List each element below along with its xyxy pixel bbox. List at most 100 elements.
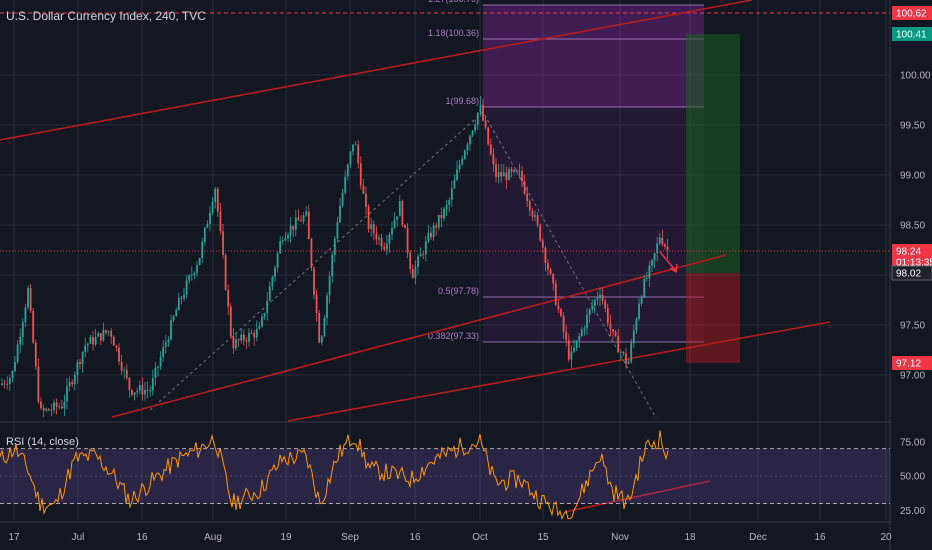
- candle-body: [497, 171, 500, 177]
- candle-body: [417, 256, 419, 267]
- drawing-overlays: [659, 251, 678, 274]
- candle-body: [443, 208, 445, 219]
- rsi-tick-label: 25.00: [900, 506, 925, 517]
- candle-body: [71, 382, 74, 385]
- candle-body: [450, 188, 453, 200]
- fib-level-label: 0.5(97.78): [438, 286, 479, 296]
- fib-level-label: 1.27(100.70): [428, 0, 479, 4]
- candle-body: [112, 336, 115, 346]
- candle-body: [37, 366, 40, 402]
- candle-body: [385, 243, 388, 250]
- candle-body: [458, 163, 461, 170]
- candle-body: [151, 378, 154, 391]
- time-tick-label: Oct: [472, 532, 488, 543]
- candle-body: [235, 339, 237, 349]
- candle-body: [310, 238, 313, 269]
- candle-body: [469, 135, 471, 145]
- time-tick-label: 17: [8, 532, 20, 543]
- candle-body: [211, 201, 214, 213]
- candle-body: [359, 163, 362, 186]
- candle-body: [508, 169, 510, 180]
- candle-body: [518, 170, 521, 172]
- candle-body: [206, 223, 209, 228]
- candle-body: [307, 211, 310, 239]
- candle-body: [237, 339, 240, 341]
- candle-body: [284, 238, 287, 241]
- candle-body: [320, 336, 323, 343]
- candle-body: [453, 179, 456, 189]
- candle-body: [619, 351, 622, 353]
- candle-body: [255, 328, 258, 338]
- middle-channel-line: [111, 254, 727, 418]
- take-profit-zone: [686, 34, 740, 273]
- candle-body: [445, 204, 448, 209]
- candle-body: [294, 217, 297, 230]
- candle-body: [653, 253, 656, 261]
- price-tag-label: 100.62: [896, 9, 927, 20]
- candle-body: [110, 330, 113, 337]
- candle-body: [305, 211, 308, 216]
- candle-body: [640, 296, 643, 304]
- candle-body: [614, 331, 617, 337]
- candle-body: [544, 247, 547, 264]
- candle-body: [159, 357, 162, 367]
- candle-body: [448, 199, 451, 205]
- time-axis[interactable]: 17 Jul 16 Aug 19 Sep 16 Oct 15 Nov 18 Dec 16 20: [8, 532, 892, 543]
- candle-body: [172, 316, 175, 321]
- candle-body: [313, 268, 315, 295]
- rsi-title[interactable]: RSI (14, close): [6, 436, 79, 448]
- candle-body: [554, 283, 557, 305]
- upper-channel-line: [0, 0, 753, 141]
- projection-arrowhead: [669, 263, 678, 274]
- candle-body: [3, 383, 6, 385]
- candle-body: [8, 377, 11, 385]
- candle-body: [185, 280, 188, 295]
- candle-body: [372, 224, 375, 234]
- candle-body: [14, 362, 16, 371]
- candle-body: [289, 225, 292, 235]
- candle-body: [349, 151, 352, 165]
- candle-body: [40, 401, 42, 409]
- candle-body: [164, 342, 167, 347]
- candle-body: [427, 232, 430, 242]
- price-tag-label: 98.24: [896, 247, 921, 258]
- price-axis[interactable]: 97.0097.5098.0098.5099.0099.50100.0025.0…: [891, 0, 932, 550]
- candle-body: [253, 333, 256, 338]
- candle-body: [393, 219, 396, 229]
- candle-body: [414, 266, 417, 279]
- candle-body: [617, 336, 620, 353]
- candle-body: [513, 169, 516, 172]
- candle-body: [378, 237, 380, 240]
- candle-body: [60, 406, 63, 409]
- candle-body: [175, 310, 178, 317]
- candle-body: [406, 228, 409, 253]
- candle-body: [547, 263, 549, 270]
- candle-body: [398, 201, 401, 217]
- candle-body: [141, 385, 144, 395]
- rsi-line: [0, 430, 669, 521]
- candle-body: [42, 408, 45, 411]
- candle-body: [6, 384, 9, 385]
- candle-body: [97, 333, 100, 337]
- candle-body: [136, 390, 139, 393]
- candle-body: [352, 144, 354, 152]
- candle-body: [196, 264, 198, 273]
- candle-body: [214, 188, 217, 202]
- candle-body: [45, 408, 48, 411]
- candle-body: [183, 294, 185, 299]
- candle-body: [484, 120, 487, 128]
- candle-body: [578, 336, 581, 341]
- candle-body: [107, 330, 110, 333]
- price-tag-label: 01:13:35: [896, 258, 932, 269]
- candle-body: [279, 240, 282, 254]
- candle-body: [552, 273, 555, 284]
- candle-body: [495, 164, 497, 177]
- candle-body: [365, 193, 367, 207]
- candle-body: [565, 331, 568, 341]
- candle-body: [411, 269, 414, 279]
- price-tag-label: 98.02: [896, 269, 921, 280]
- fib-retrace-zone: [483, 107, 704, 342]
- candle-body: [482, 104, 484, 121]
- candle-body: [263, 313, 266, 317]
- candle-body: [149, 390, 152, 392]
